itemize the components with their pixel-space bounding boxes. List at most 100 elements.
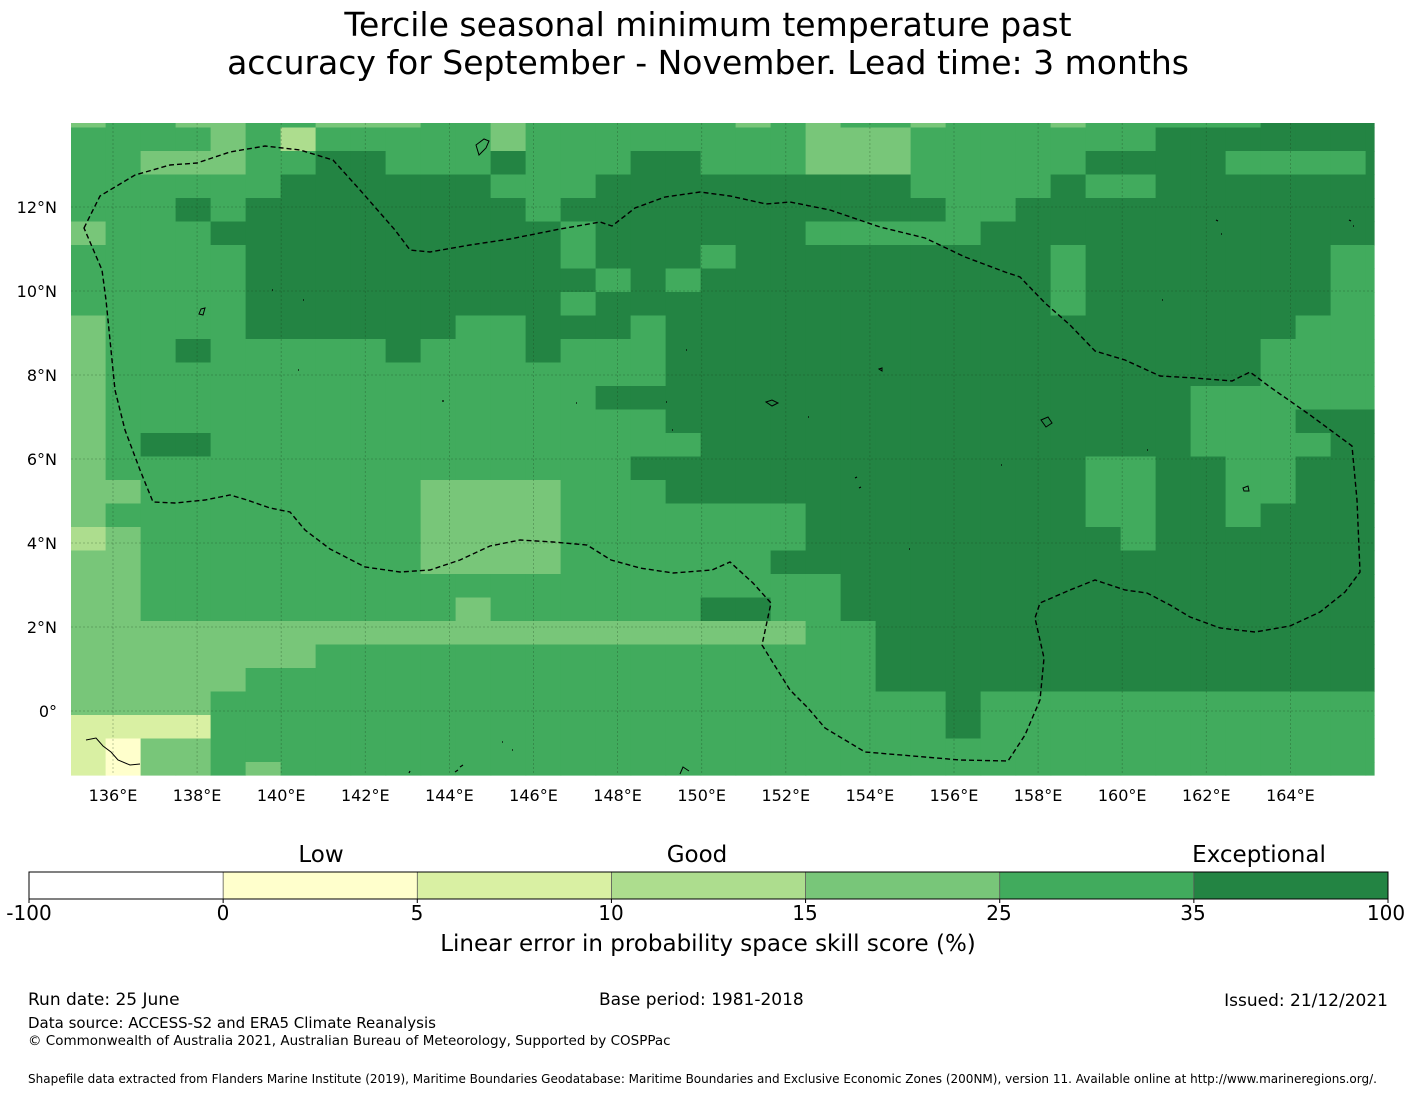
grid-cell — [1085, 456, 1122, 481]
grid-cell — [1365, 409, 1375, 434]
grid-cell — [945, 480, 982, 505]
grid-cell — [350, 527, 387, 552]
grid-cell — [525, 151, 562, 176]
grid-cell — [1050, 550, 1087, 575]
grid-cell — [210, 668, 247, 693]
grid-cell — [71, 715, 107, 740]
grid-cell — [1225, 433, 1262, 458]
grid-cell — [105, 174, 142, 199]
grid-cell — [875, 127, 912, 152]
grid-cell — [980, 292, 1017, 317]
grid-cell — [315, 715, 352, 740]
grid-cell — [1050, 221, 1087, 246]
grid-cell — [1365, 268, 1375, 293]
grid-cell — [560, 480, 597, 505]
grid-cell — [875, 456, 912, 481]
grid-cell — [140, 456, 177, 481]
grid-cell — [420, 362, 457, 387]
grid-cell — [805, 123, 842, 129]
grid-cell — [210, 386, 247, 411]
grid-cell — [210, 409, 247, 434]
graticule — [71, 123, 1374, 775]
grid-cell — [770, 198, 807, 223]
grid-cell — [1120, 386, 1157, 411]
grid-cell — [910, 550, 947, 575]
grid-cell — [385, 151, 422, 176]
grid-cell — [1085, 574, 1122, 599]
longitude-label: 164°E — [1266, 786, 1315, 805]
grid-cell — [280, 644, 317, 669]
grid-cell — [840, 339, 877, 364]
grid-cell — [1190, 574, 1227, 599]
grid-cell — [525, 433, 562, 458]
grid-cell — [1260, 245, 1297, 270]
grid-cell — [560, 198, 597, 223]
grid-cell — [245, 574, 282, 599]
grid-cell — [525, 550, 562, 575]
grid-cell — [1155, 127, 1192, 152]
grid-cell — [1330, 386, 1367, 411]
grid-cell — [1365, 527, 1375, 552]
grid-cell — [770, 339, 807, 364]
grid-cell — [1330, 339, 1367, 364]
grid-cell — [1120, 409, 1157, 434]
grid-cell — [1120, 315, 1157, 340]
grid-cell — [1190, 386, 1227, 411]
grid-cell — [875, 409, 912, 434]
grid-cell — [350, 245, 387, 270]
grid-cell — [350, 292, 387, 317]
grid-cell — [315, 738, 352, 763]
grid-cell — [245, 123, 282, 129]
coastline-new-guinea — [85, 737, 141, 766]
grid-cell — [630, 738, 667, 763]
longitude-label: 154°E — [846, 786, 895, 805]
grid-cell — [840, 456, 877, 481]
grid-cell — [315, 123, 352, 129]
grid-cell — [910, 245, 947, 270]
grid-cell — [1365, 456, 1375, 481]
grid-cell — [1050, 409, 1087, 434]
grid-cell — [175, 762, 212, 776]
grid-cell — [490, 123, 527, 129]
grid-cell — [875, 503, 912, 528]
grid-cell — [700, 597, 737, 622]
legend-category-low: Low — [298, 842, 344, 868]
grid-cell — [840, 151, 877, 176]
grid-cell — [490, 597, 527, 622]
grid-cell — [71, 597, 107, 622]
grid-cell — [1050, 691, 1087, 716]
grid-cell — [805, 597, 842, 622]
grid-cell — [350, 151, 387, 176]
grid-cell — [1120, 174, 1157, 199]
grid-cell — [175, 386, 212, 411]
grid-cell — [1330, 527, 1367, 552]
grid-cell — [1085, 668, 1122, 693]
grid-cell — [1050, 245, 1087, 270]
grid-cell — [910, 762, 947, 776]
grid-cell — [700, 621, 737, 646]
grid-cell — [385, 292, 422, 317]
data-source: Data source: ACCESS-S2 and ERA5 Climate … — [28, 1014, 436, 1032]
grid-cell — [175, 738, 212, 763]
grid-cell — [280, 198, 317, 223]
grid-cell — [840, 691, 877, 716]
grid-cell — [175, 221, 212, 246]
grid-cell — [840, 480, 877, 505]
grid-cell — [840, 174, 877, 199]
grid-cell — [420, 527, 457, 552]
grid-cell — [945, 268, 982, 293]
grid-cell — [595, 621, 632, 646]
grid-cell — [630, 621, 667, 646]
grid-cell — [385, 527, 422, 552]
grid-cell — [875, 292, 912, 317]
grid-cell — [525, 123, 562, 129]
grid-cell — [945, 123, 982, 129]
grid-cell — [175, 715, 212, 740]
grid-cell — [1295, 151, 1332, 176]
grid-cell — [490, 456, 527, 481]
colorbar-tick-label: 0 — [216, 901, 230, 925]
grid-cell — [455, 762, 492, 776]
grid-cell — [385, 339, 422, 364]
grid-cell — [770, 221, 807, 246]
grid-cell — [71, 123, 107, 129]
